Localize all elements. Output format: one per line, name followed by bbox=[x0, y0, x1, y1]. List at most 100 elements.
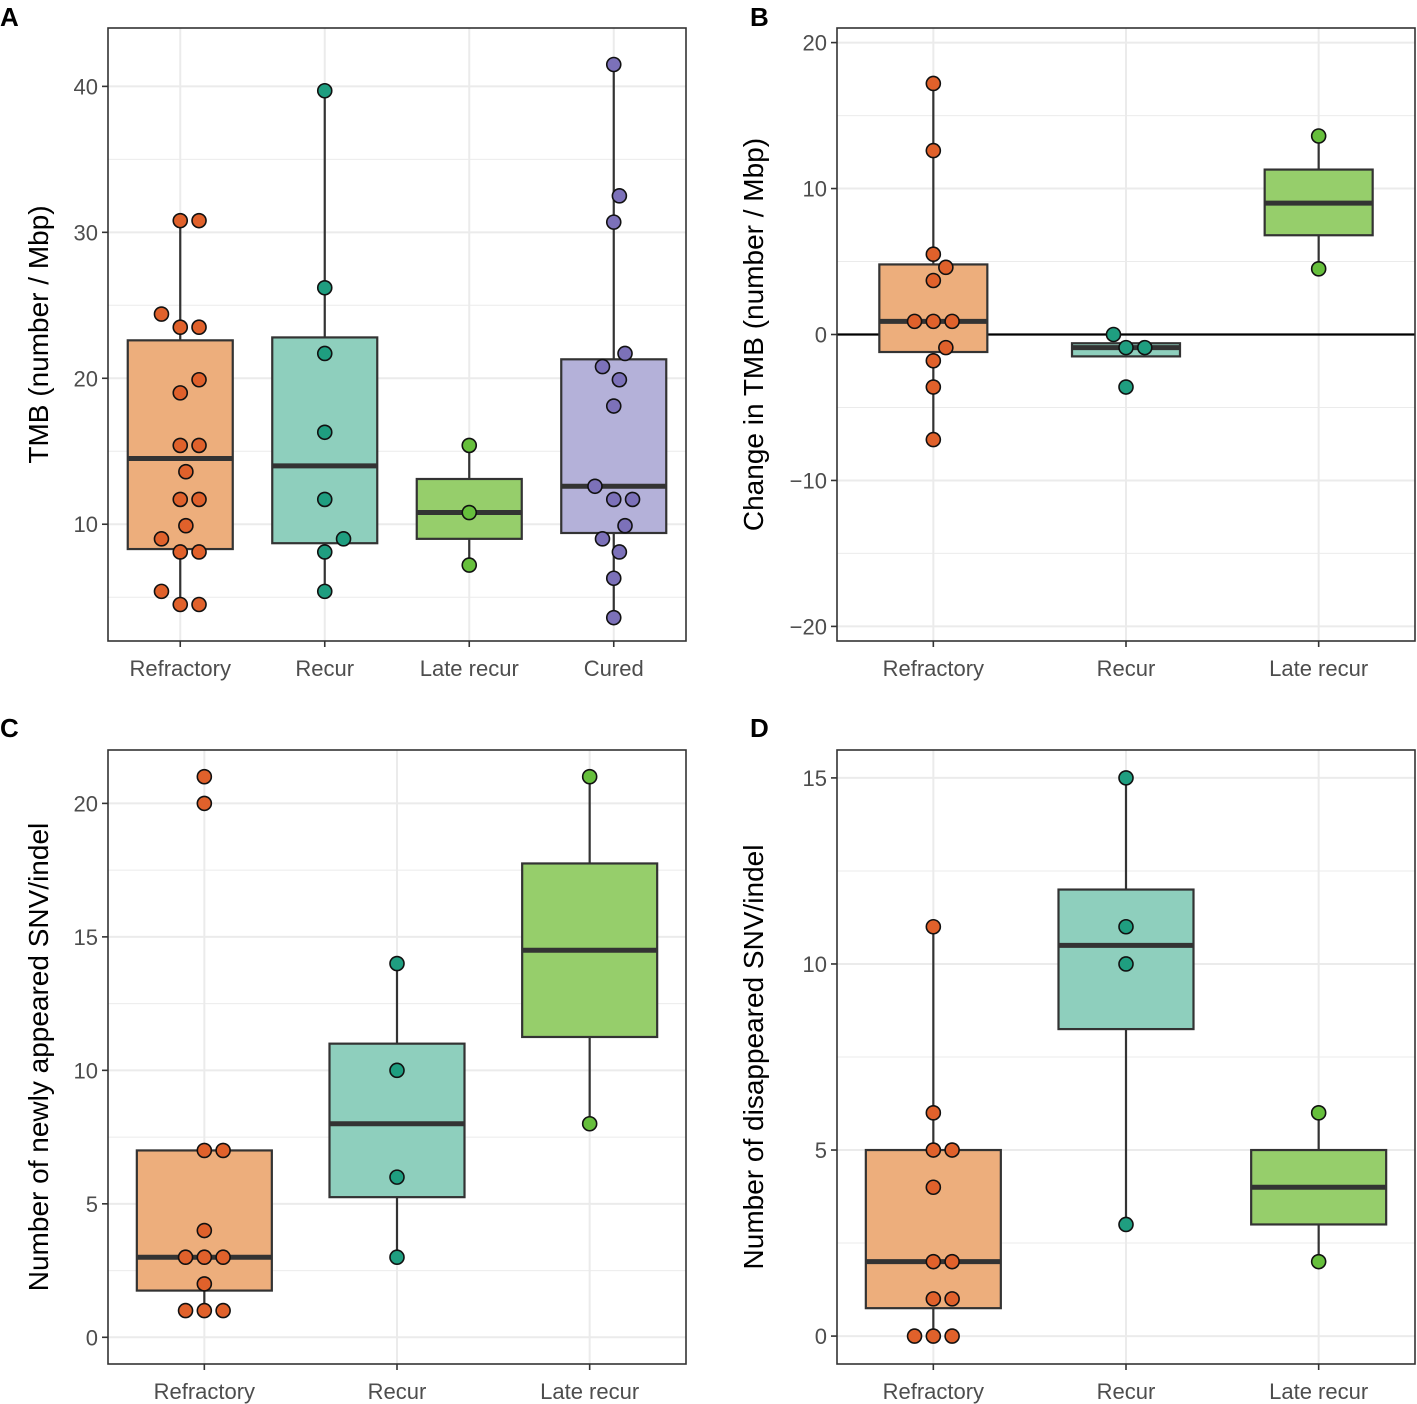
y-tick-label: 15 bbox=[803, 766, 827, 791]
data-point bbox=[594, 531, 611, 547]
data-point bbox=[215, 1302, 231, 1319]
y-tick-label: 0 bbox=[815, 1324, 827, 1349]
data-point bbox=[191, 437, 207, 454]
data-point bbox=[925, 142, 942, 159]
data-point bbox=[316, 491, 333, 508]
data-point bbox=[605, 398, 622, 414]
data-point bbox=[581, 1115, 598, 1132]
data-point bbox=[611, 544, 628, 560]
data-point bbox=[389, 955, 405, 972]
data-point bbox=[1118, 770, 1134, 786]
y-tick-label: 10 bbox=[803, 952, 827, 977]
panel-letter-d: D bbox=[750, 713, 769, 743]
data-point bbox=[196, 1249, 213, 1266]
box-late-recur bbox=[521, 768, 659, 1132]
data-point bbox=[196, 1302, 213, 1319]
data-point bbox=[938, 259, 954, 276]
data-point bbox=[153, 306, 170, 322]
data-point bbox=[1310, 261, 1327, 277]
data-point bbox=[605, 609, 622, 626]
x-tick-label: Late recur bbox=[1269, 1379, 1368, 1404]
y-tick-label: 10 bbox=[74, 512, 98, 537]
panel-c: 0 5 10 15 20 Refractory Recur Late recur Number … bbox=[0, 713, 687, 1404]
panel-letter-c: C bbox=[0, 713, 19, 743]
data-point bbox=[172, 212, 189, 229]
y-tick-label: −20 bbox=[790, 614, 827, 639]
x-tick-label: Late recur bbox=[1269, 656, 1368, 681]
data-point bbox=[178, 463, 194, 480]
data-point bbox=[196, 1276, 213, 1292]
data-point bbox=[925, 75, 942, 92]
data-point bbox=[191, 371, 207, 388]
box-refractory bbox=[878, 75, 989, 448]
data-point bbox=[389, 1249, 405, 1266]
data-point bbox=[1118, 339, 1134, 356]
data-point bbox=[925, 918, 942, 935]
data-point bbox=[172, 385, 189, 401]
y-tick-label: 5 bbox=[815, 1138, 827, 1163]
data-point bbox=[177, 1302, 194, 1319]
data-point bbox=[925, 246, 942, 263]
data-point bbox=[925, 1328, 942, 1344]
x-tick-label: Late recur bbox=[420, 656, 519, 681]
data-point bbox=[925, 379, 942, 395]
x-tick-label: Recur bbox=[1097, 656, 1156, 681]
x-tick-label: Refractory bbox=[130, 656, 231, 681]
y-axis-title: Change in TMB (number / Mbp) bbox=[738, 138, 769, 531]
y-axis-title: Number of disappeared SNV/indel bbox=[738, 845, 769, 1270]
data-point bbox=[925, 1142, 942, 1158]
box-recur bbox=[271, 82, 379, 600]
data-point bbox=[925, 1253, 942, 1270]
box-refractory bbox=[126, 212, 234, 613]
data-point bbox=[316, 82, 333, 99]
data-point bbox=[906, 1328, 923, 1344]
x-tick-label: Late recur bbox=[540, 1379, 639, 1404]
data-point bbox=[581, 768, 598, 785]
data-point bbox=[605, 570, 622, 587]
data-point bbox=[611, 371, 628, 388]
data-point bbox=[1310, 1253, 1327, 1270]
data-point bbox=[178, 517, 194, 534]
data-point bbox=[316, 345, 333, 362]
data-point bbox=[1118, 918, 1134, 935]
data-point bbox=[191, 212, 207, 229]
data-point bbox=[925, 1105, 942, 1121]
data-point bbox=[587, 478, 603, 495]
x-tick-label: Recur bbox=[295, 656, 354, 681]
data-point bbox=[153, 583, 170, 600]
data-point bbox=[172, 437, 189, 454]
data-point bbox=[191, 319, 207, 336]
data-point bbox=[925, 1179, 942, 1196]
plot-frame bbox=[107, 27, 687, 642]
y-tick-label: 40 bbox=[74, 74, 98, 99]
data-point bbox=[172, 596, 189, 613]
data-point bbox=[389, 1169, 405, 1185]
data-point bbox=[1118, 379, 1134, 395]
y-axis-title: TMB (number / Mbp) bbox=[23, 205, 54, 463]
y-tick-label: 20 bbox=[803, 31, 827, 56]
data-point bbox=[461, 437, 478, 454]
data-point bbox=[1310, 1105, 1327, 1121]
panel-d: 0 5 10 15 Refractory Recur Late recur Number of… bbox=[738, 713, 1416, 1404]
box-refractory bbox=[864, 918, 1002, 1344]
box-late-recur bbox=[1250, 1105, 1388, 1270]
panel-a: 10 20 30 40 Refractory Recur Late recur Cured TM… bbox=[0, 2, 687, 681]
y-tick-label: 0 bbox=[86, 1325, 98, 1350]
data-point bbox=[316, 424, 333, 441]
data-point bbox=[925, 313, 942, 330]
data-point bbox=[605, 56, 622, 73]
data-point bbox=[605, 214, 622, 230]
data-point bbox=[944, 1142, 960, 1158]
data-point bbox=[172, 491, 189, 508]
y-tick-label: 15 bbox=[74, 925, 98, 950]
box-late-recur bbox=[1263, 128, 1374, 277]
box-iqr bbox=[864, 1148, 1002, 1310]
data-point bbox=[196, 768, 213, 785]
data-point bbox=[605, 491, 622, 508]
data-point bbox=[335, 531, 352, 547]
box-recur bbox=[1057, 770, 1195, 1233]
data-point bbox=[925, 431, 942, 448]
y-tick-label: 10 bbox=[74, 1058, 98, 1083]
data-point bbox=[215, 1249, 231, 1266]
